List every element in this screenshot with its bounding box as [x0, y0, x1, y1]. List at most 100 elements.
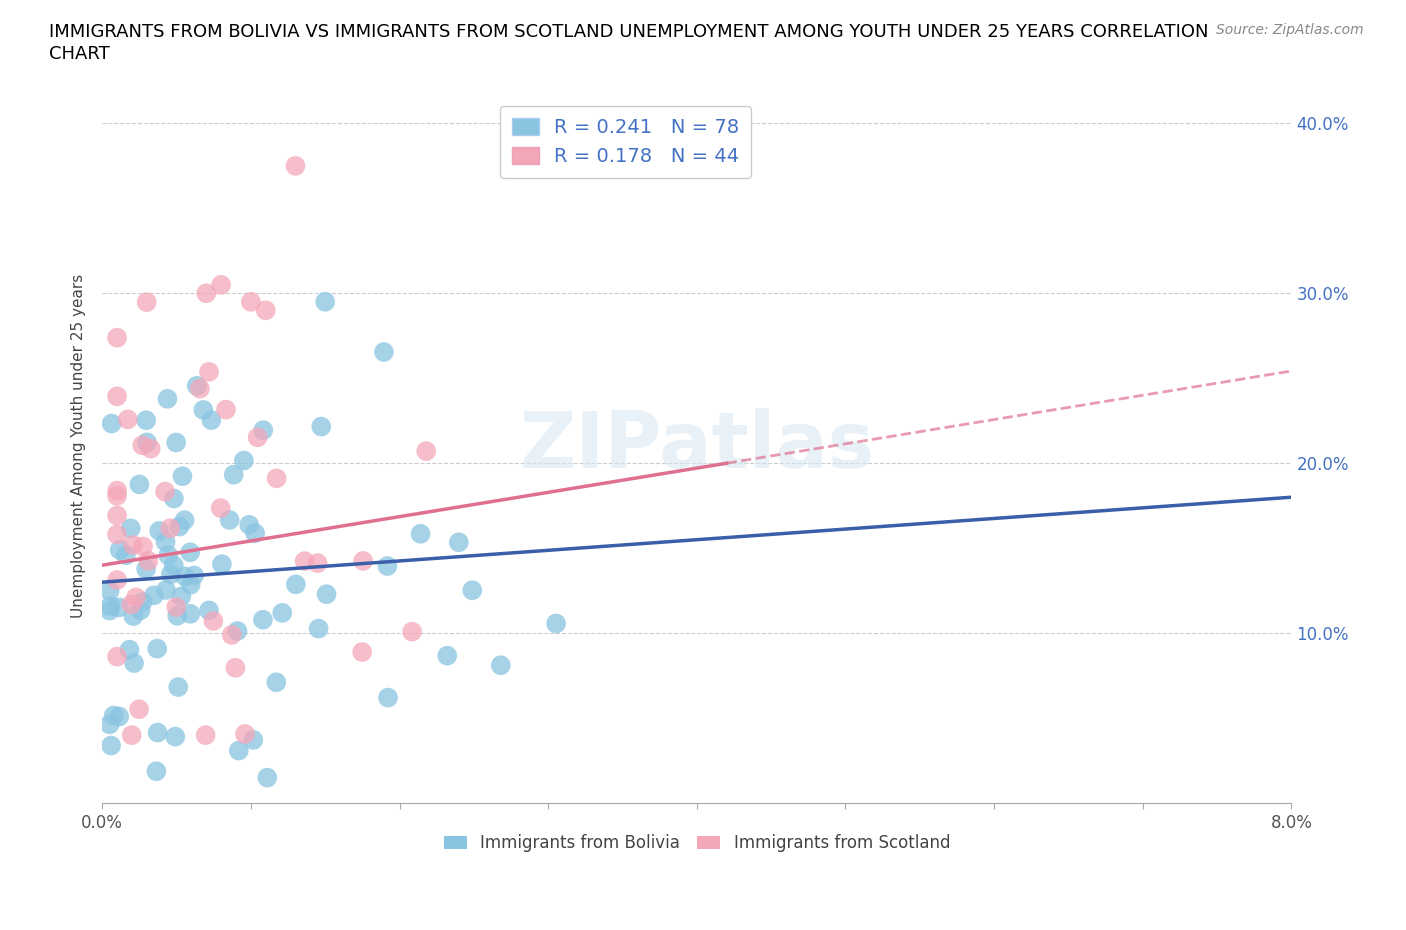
Point — [308, 621, 330, 636]
Point — [409, 526, 432, 541]
Point — [108, 709, 131, 724]
Point — [128, 702, 150, 717]
Point — [138, 553, 160, 568]
Point — [233, 726, 256, 741]
Point — [100, 416, 122, 431]
Point — [193, 403, 215, 418]
Point — [415, 444, 437, 458]
Point — [169, 519, 191, 534]
Point — [155, 582, 177, 597]
Point — [98, 604, 121, 618]
Point — [314, 295, 336, 310]
Point — [377, 690, 399, 705]
Point — [246, 430, 269, 445]
Point — [145, 764, 167, 778]
Point — [183, 568, 205, 583]
Point — [156, 392, 179, 406]
Point — [209, 500, 232, 515]
Point — [131, 438, 153, 453]
Point — [148, 524, 170, 538]
Point — [122, 538, 145, 552]
Point — [447, 535, 470, 550]
Point — [157, 548, 180, 563]
Point — [146, 725, 169, 740]
Point — [118, 643, 141, 658]
Point — [243, 525, 266, 540]
Point — [226, 623, 249, 638]
Point — [122, 656, 145, 671]
Point — [120, 521, 142, 536]
Point — [108, 542, 131, 557]
Point — [179, 606, 201, 621]
Point — [136, 435, 159, 450]
Point — [135, 413, 157, 428]
Point — [135, 295, 157, 310]
Point — [256, 770, 278, 785]
Point — [224, 660, 246, 675]
Point — [125, 590, 148, 604]
Point — [108, 600, 131, 615]
Point — [198, 365, 221, 379]
Point — [373, 344, 395, 359]
Point — [105, 330, 128, 345]
Point — [174, 569, 197, 584]
Point — [153, 485, 176, 499]
Point — [132, 539, 155, 554]
Point — [294, 553, 316, 568]
Point — [105, 527, 128, 542]
Point — [544, 616, 567, 631]
Point — [115, 548, 138, 563]
Point — [165, 435, 187, 450]
Point — [166, 608, 188, 623]
Point — [163, 491, 186, 506]
Point — [131, 594, 153, 609]
Point — [266, 675, 288, 690]
Point — [180, 578, 202, 592]
Legend: Immigrants from Bolivia, Immigrants from Scotland: Immigrants from Bolivia, Immigrants from… — [437, 828, 956, 859]
Point — [436, 648, 458, 663]
Point — [105, 573, 128, 588]
Point — [146, 641, 169, 656]
Y-axis label: Unemployment Among Youth under 25 years: Unemployment Among Youth under 25 years — [72, 274, 86, 618]
Text: IMMIGRANTS FROM BOLIVIA VS IMMIGRANTS FROM SCOTLAND UNEMPLOYMENT AMONG YOUTH UND: IMMIGRANTS FROM BOLIVIA VS IMMIGRANTS FR… — [49, 23, 1209, 41]
Point — [309, 419, 332, 434]
Point — [209, 277, 232, 292]
Point — [165, 600, 187, 615]
Point — [105, 649, 128, 664]
Point — [105, 484, 128, 498]
Point — [120, 597, 142, 612]
Point — [98, 599, 121, 614]
Point — [377, 559, 399, 574]
Point — [98, 583, 121, 598]
Point — [228, 743, 250, 758]
Point — [271, 605, 294, 620]
Point — [121, 727, 143, 742]
Point — [232, 453, 254, 468]
Point — [165, 729, 187, 744]
Point — [172, 469, 194, 484]
Point — [215, 402, 238, 417]
Point — [160, 566, 183, 581]
Point — [352, 644, 374, 659]
Point — [98, 717, 121, 732]
Point — [143, 588, 166, 603]
Point — [188, 381, 211, 396]
Point — [170, 589, 193, 604]
Text: CHART: CHART — [49, 45, 110, 62]
Point — [202, 614, 225, 629]
Point — [284, 577, 307, 591]
Point — [252, 612, 274, 627]
Point — [266, 471, 288, 485]
Point — [254, 303, 277, 318]
Point — [242, 733, 264, 748]
Point — [198, 603, 221, 618]
Point — [179, 545, 201, 560]
Point — [167, 680, 190, 695]
Point — [105, 508, 128, 523]
Point — [159, 521, 181, 536]
Point — [195, 286, 218, 300]
Point — [155, 535, 177, 550]
Point — [211, 557, 233, 572]
Point — [139, 441, 162, 456]
Point — [200, 413, 222, 428]
